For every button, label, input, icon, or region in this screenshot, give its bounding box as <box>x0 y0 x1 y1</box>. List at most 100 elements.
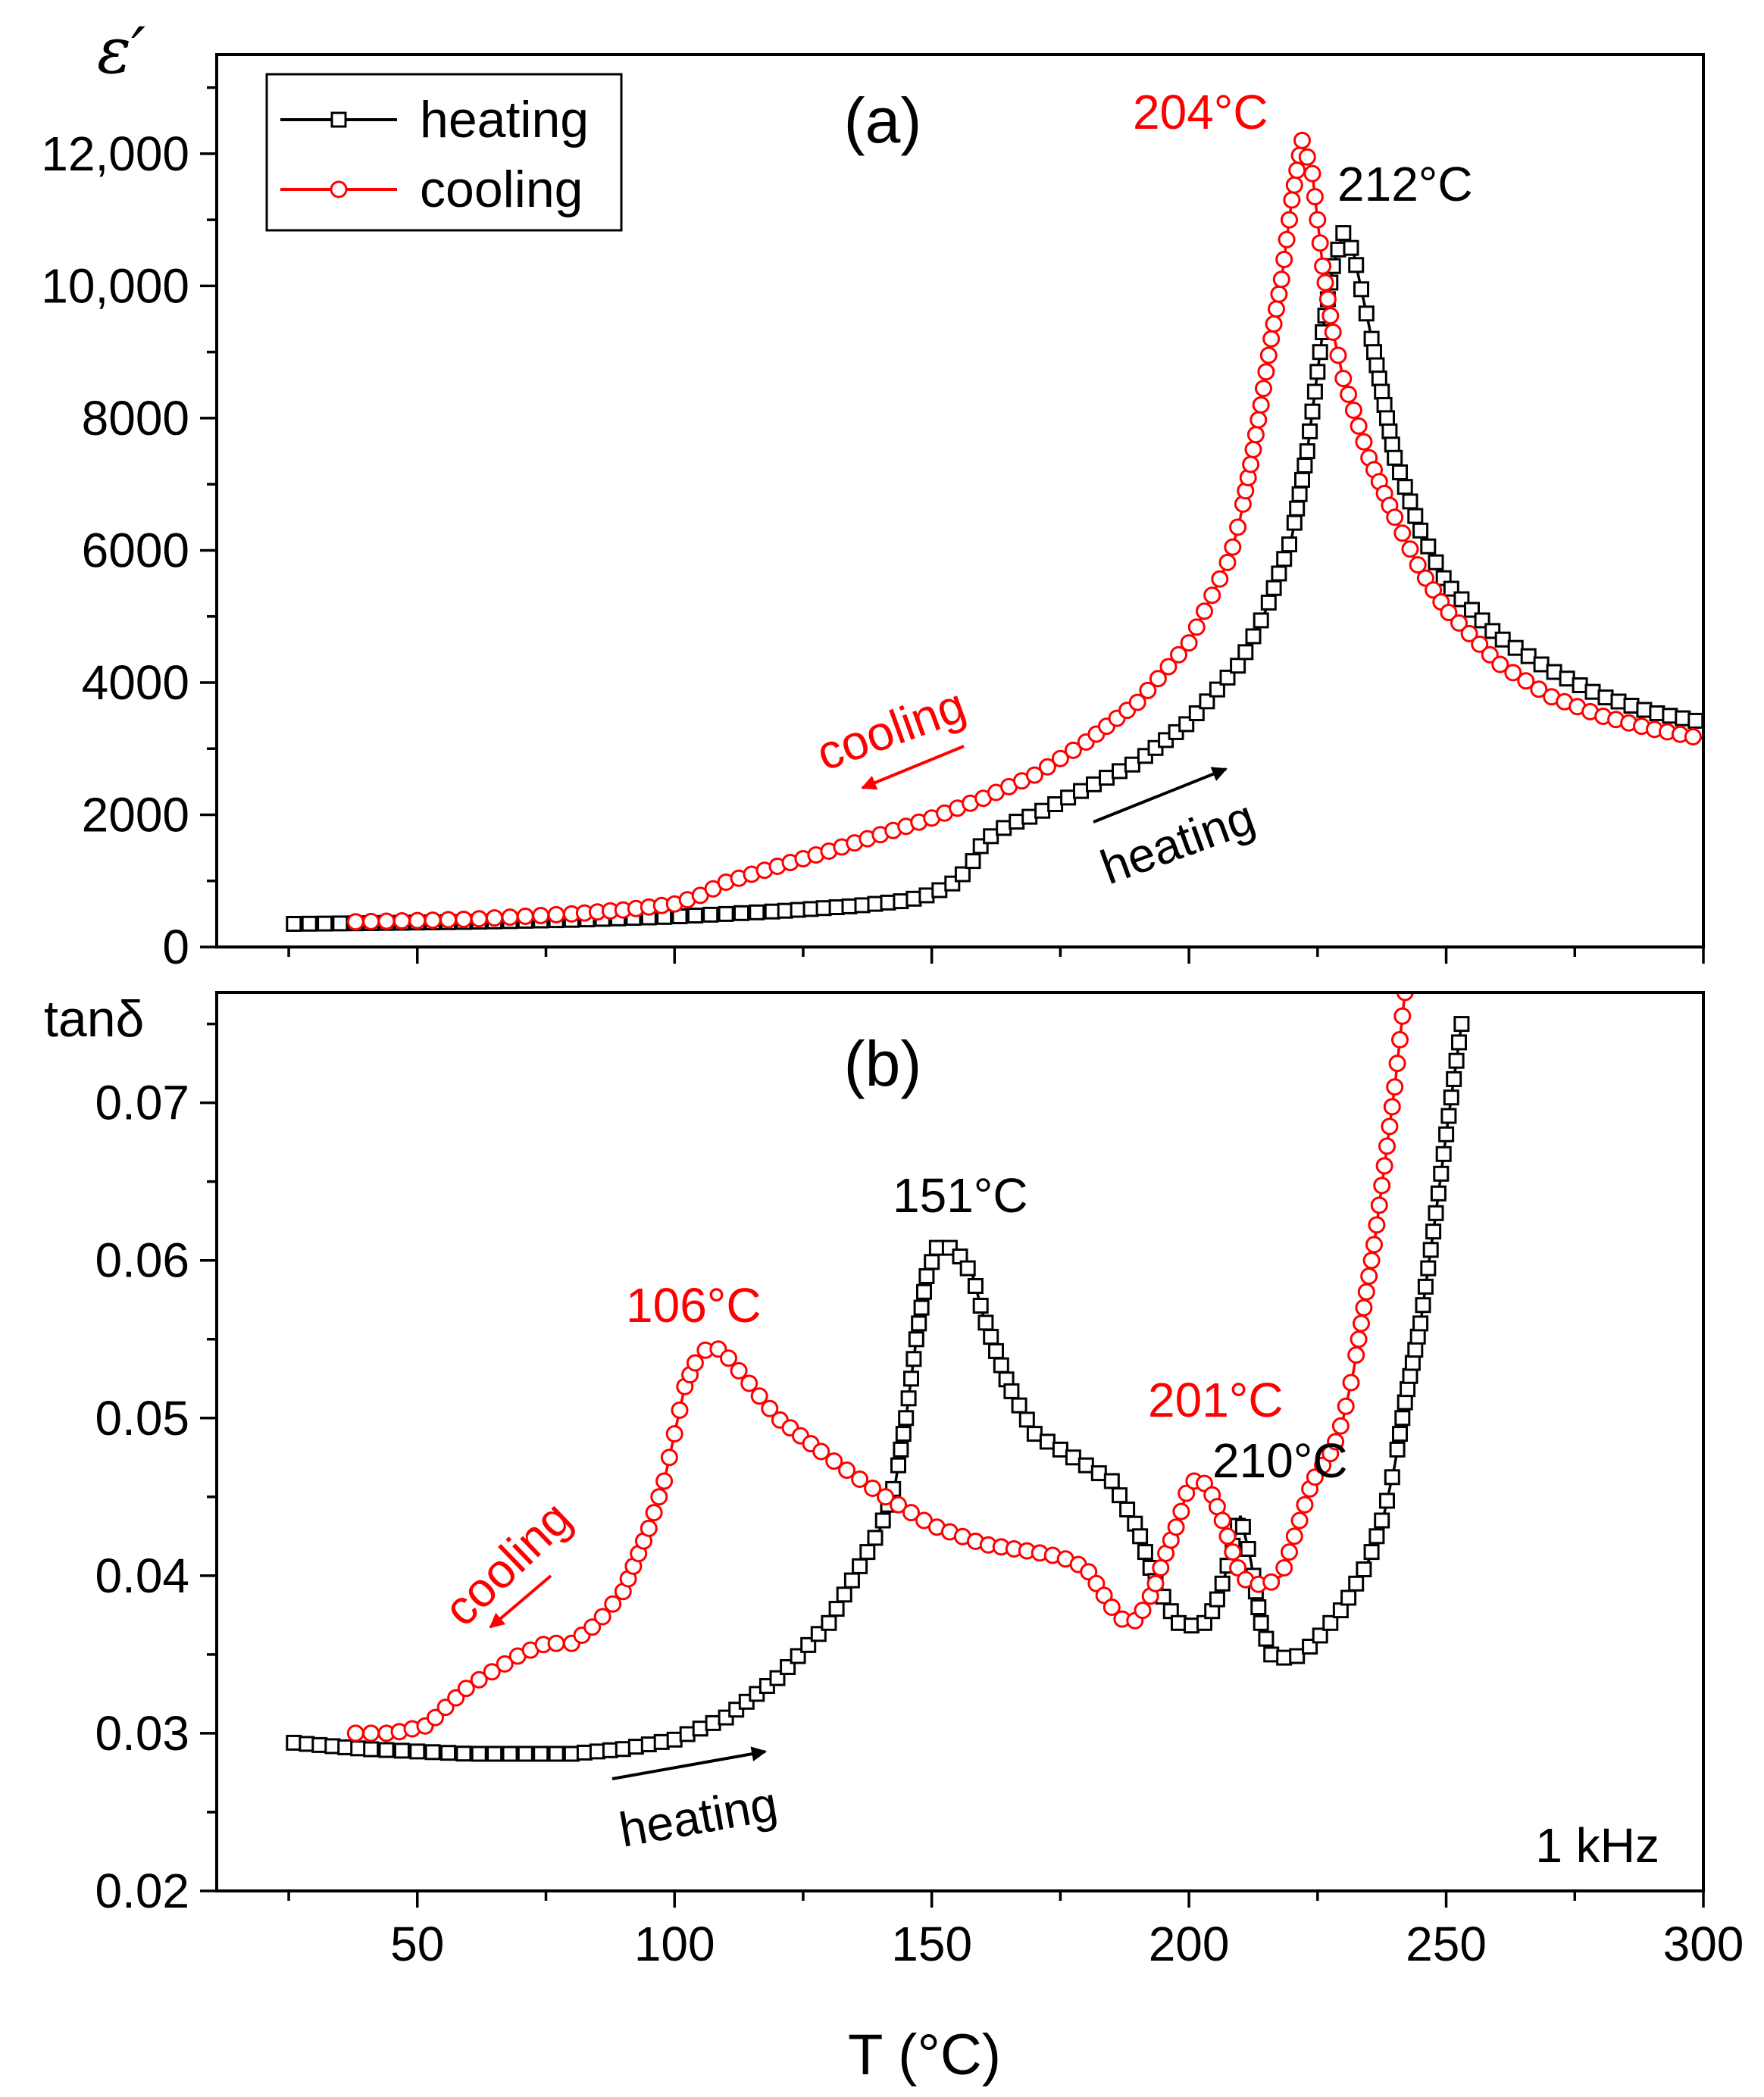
data-point-heating <box>1209 1591 1225 1608</box>
data-point-heating <box>764 903 780 920</box>
data-point-heating <box>286 916 302 932</box>
data-point-cooling <box>720 1349 737 1367</box>
data-point-cooling <box>1368 1216 1386 1234</box>
data-point-cooling <box>1250 411 1268 429</box>
data-point-heating <box>679 1726 696 1742</box>
data-point-heating <box>1662 708 1678 724</box>
data-point-cooling <box>1360 1267 1378 1285</box>
data-point-cooling <box>1306 1468 1324 1486</box>
data-point-heating <box>1199 693 1215 710</box>
data-point-cooling <box>1303 164 1321 183</box>
data-point-cooling <box>1491 655 1509 673</box>
data-point-cooling <box>1262 330 1281 348</box>
data-point-heating <box>1343 239 1359 256</box>
data-point-heating <box>1330 241 1346 258</box>
data-point-cooling <box>1167 1518 1185 1536</box>
data-point-cooling <box>1329 346 1347 364</box>
data-point-heating <box>1312 1627 1328 1644</box>
data-point-heating <box>1407 508 1424 524</box>
data-point-heating <box>918 1268 935 1284</box>
data-point-cooling <box>1386 1078 1404 1096</box>
data-point-heating <box>1402 1367 1418 1384</box>
data-point-cooling <box>1290 1511 1309 1530</box>
data-point-cooling <box>1203 586 1221 605</box>
data-point-cooling <box>1381 1117 1399 1136</box>
data-point-heating <box>576 1744 593 1761</box>
data-point-cooling <box>1370 1196 1388 1214</box>
peak-label-210: 210°C <box>1212 1433 1348 1488</box>
data-point-cooling <box>1684 728 1702 745</box>
data-point-heating <box>1245 628 1262 645</box>
data-point-heating <box>1559 670 1575 687</box>
data-point-cooling <box>1087 1574 1106 1592</box>
data-point-cooling <box>1257 363 1275 381</box>
data-point-cooling <box>890 1495 907 1514</box>
data-point-cooling <box>1327 1433 1345 1451</box>
data-point-cooling <box>393 912 411 930</box>
data-point-heating <box>1572 677 1588 693</box>
data-point-heating <box>852 1558 868 1574</box>
data-point-heating <box>1363 330 1380 347</box>
data-point-heating <box>602 1742 618 1758</box>
data-point-heating <box>286 1734 302 1751</box>
data-point-cooling <box>1268 300 1285 318</box>
data-point-cooling <box>1272 270 1290 289</box>
data-point-cooling <box>877 1488 895 1506</box>
data-point-cooling <box>455 911 473 928</box>
data-point-heating <box>1276 551 1293 567</box>
data-point-cooling <box>362 1724 380 1742</box>
frequency-label: 1 kHz <box>1535 1818 1659 1873</box>
data-point-cooling <box>640 1519 658 1537</box>
data-point-heating <box>972 1298 989 1314</box>
data-point-heating <box>1137 1544 1153 1561</box>
data-point-heating <box>1289 1648 1306 1664</box>
data-point-cooling <box>1350 1330 1368 1349</box>
data-point-heating <box>1412 522 1429 539</box>
data-point-heating <box>1422 1242 1439 1258</box>
data-point-heating <box>455 1745 472 1762</box>
heating-arrow-b <box>611 1746 767 1780</box>
data-point-heating <box>1132 1528 1149 1545</box>
data-point-heating <box>836 1586 852 1603</box>
data-point-heating <box>702 906 719 923</box>
data-point-heating <box>1099 770 1115 786</box>
data-point-heating <box>424 1744 441 1761</box>
x-tick-label-100: 100 <box>634 1917 715 1971</box>
data-point-heating <box>1184 1617 1199 1634</box>
data-point-cooling <box>1386 508 1404 527</box>
data-point-heating <box>1420 1260 1437 1277</box>
data-point-heating <box>1263 1646 1280 1663</box>
data-point-cooling <box>1229 1559 1247 1577</box>
data-point-heating <box>337 1739 354 1755</box>
data-point-heating <box>486 1745 503 1762</box>
data-point-cooling <box>1281 211 1298 229</box>
data-point-cooling <box>1409 556 1427 574</box>
series-line-cooling-b <box>355 992 1406 1735</box>
data-point-cooling <box>851 1470 869 1488</box>
series-line-cooling-a <box>355 139 1703 923</box>
data-point-cooling <box>1152 1559 1170 1577</box>
data-point-cooling <box>1281 1543 1298 1561</box>
data-point-heating <box>1299 443 1315 460</box>
data-point-heating <box>301 915 317 932</box>
data-point-cooling <box>1159 658 1178 676</box>
data-point-heating <box>1340 1589 1357 1606</box>
data-point-heating <box>1407 1342 1424 1358</box>
data-point-heating <box>1415 1297 1431 1314</box>
data-point-cooling <box>1450 614 1468 632</box>
data-point-cooling <box>1340 386 1358 403</box>
data-point-heating <box>1356 1561 1372 1577</box>
data-point-cooling <box>1275 1559 1293 1577</box>
data-point-heating <box>983 828 999 845</box>
data-point-cooling <box>1321 307 1340 325</box>
data-point-heating <box>1384 436 1400 453</box>
data-point-heating <box>1494 631 1511 648</box>
data-point-heating <box>1371 370 1387 387</box>
data-point-cooling <box>1218 553 1237 571</box>
data-point-heating <box>705 1714 721 1731</box>
data-point-heating <box>1021 808 1038 825</box>
data-point-heating <box>1188 705 1205 721</box>
data-point-heating <box>1420 538 1437 555</box>
data-point-cooling <box>740 1374 758 1392</box>
data-point-cooling <box>1218 1527 1237 1545</box>
